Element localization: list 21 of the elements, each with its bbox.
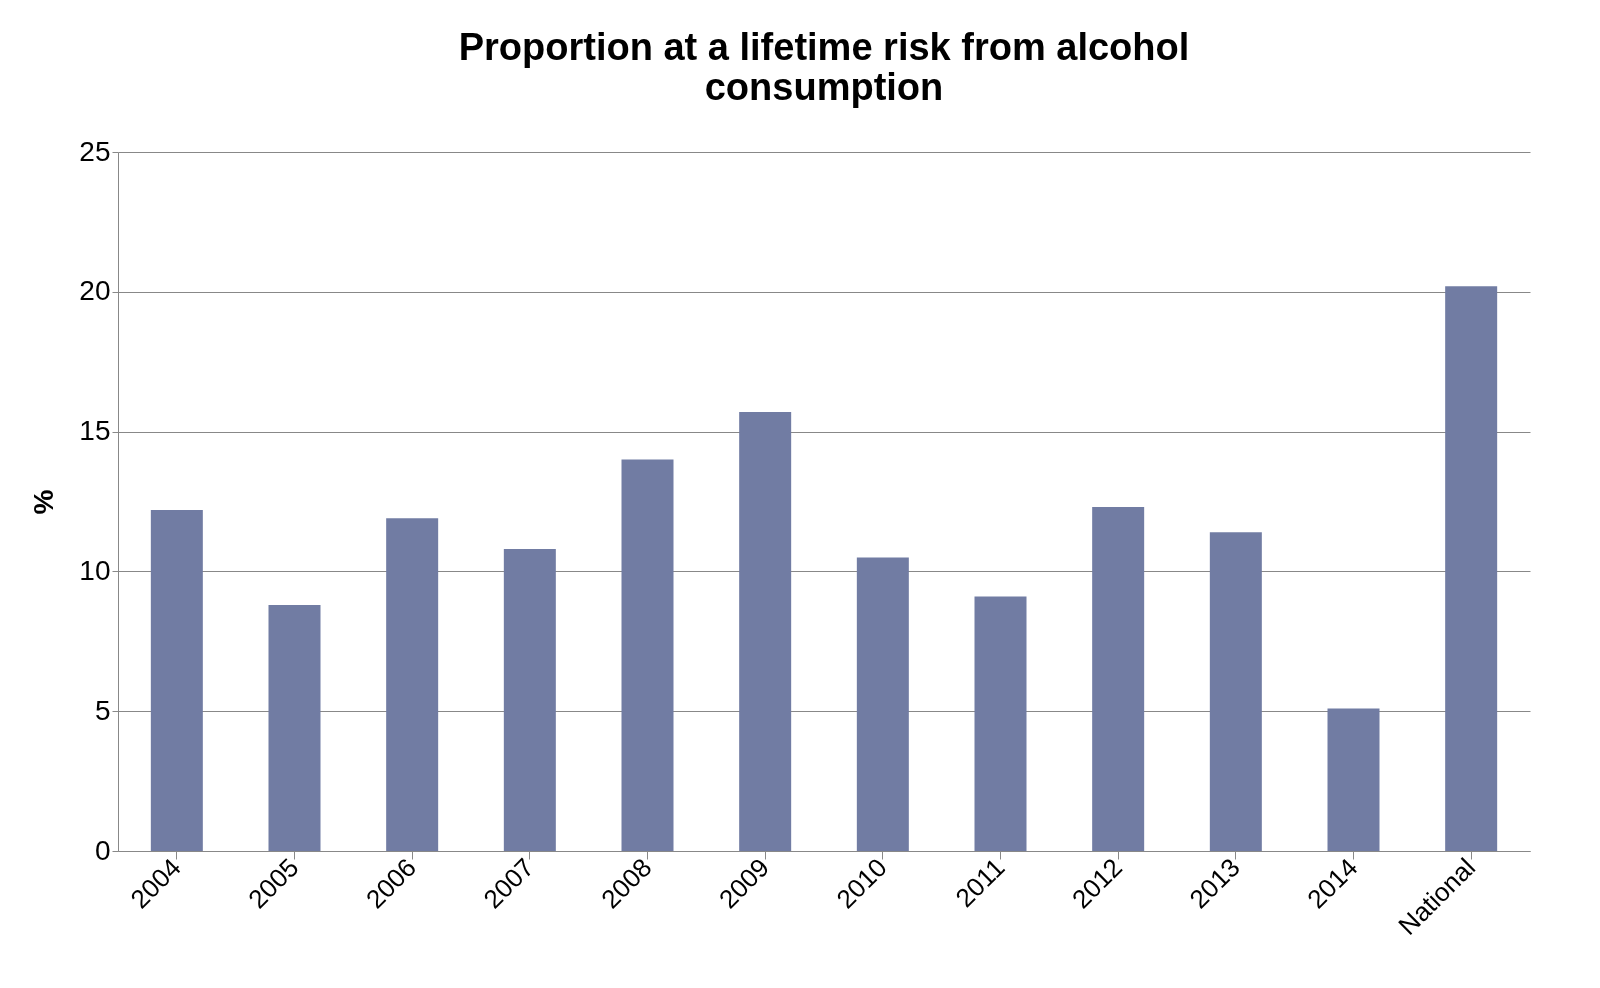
bar	[1445, 286, 1498, 851]
bar	[503, 549, 556, 851]
bar	[621, 459, 674, 851]
bar	[1092, 507, 1145, 851]
bar	[856, 557, 909, 851]
bar	[739, 412, 792, 851]
y-tick-label: 0	[94, 834, 111, 866]
y-tick-label: 25	[79, 135, 111, 167]
y-tick-label: 10	[79, 554, 111, 586]
y-tick-label: 20	[79, 275, 111, 307]
bar	[386, 518, 439, 851]
bar	[268, 604, 321, 851]
text: consumption	[704, 66, 944, 108]
y-tick-label: 15	[79, 415, 111, 447]
bar	[150, 509, 203, 851]
y-axis-title: %	[28, 489, 60, 515]
bar	[974, 596, 1027, 851]
y-tick-label: 5	[94, 694, 111, 726]
bar	[1327, 708, 1380, 851]
bar	[1209, 532, 1262, 851]
text: Proportion at a lifetime risk from alcohol	[458, 26, 1190, 68]
